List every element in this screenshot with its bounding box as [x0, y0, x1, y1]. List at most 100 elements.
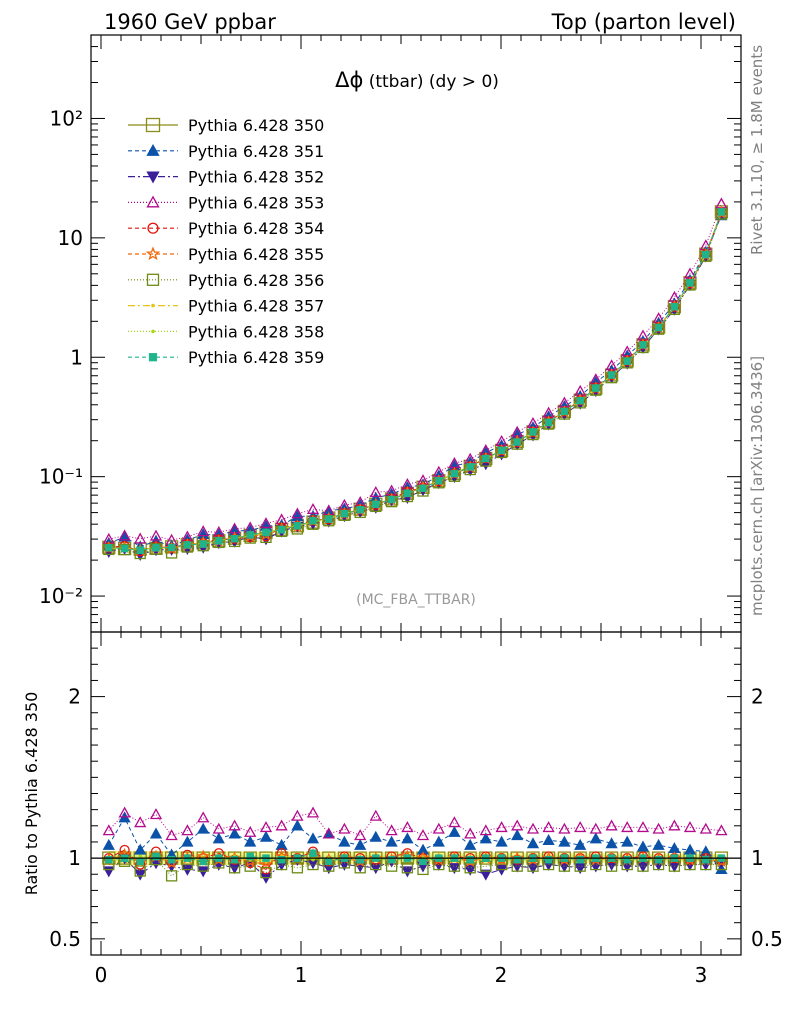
- ratio-series-line: [108, 849, 722, 870]
- ratio-point: [134, 816, 147, 828]
- y-tick-label: 1: [70, 345, 83, 369]
- ratio-point: [199, 857, 207, 866]
- data-point: [197, 525, 210, 537]
- ratio-point: [621, 821, 634, 833]
- ratio-point: [542, 833, 555, 845]
- data-point: [416, 474, 430, 486]
- ratio-point: [118, 806, 131, 818]
- mcplots-label: mcplots.cern.ch [arXiv:1306.3436]: [748, 356, 766, 616]
- ratio-point: [306, 832, 320, 844]
- ratio-point: [589, 832, 602, 844]
- data-point: [387, 495, 396, 504]
- legend-marker: [146, 273, 160, 286]
- legend: Pythia 6.428 350 Pythia 6.428 351 Pythia 6…: [128, 116, 324, 367]
- legend-label: Pythia 6.428 352: [188, 168, 324, 187]
- legend-marker: [151, 329, 155, 334]
- data-point: [450, 469, 459, 478]
- data-point: [277, 525, 286, 534]
- ratio-point: [652, 822, 665, 834]
- ratio-point: [356, 855, 364, 864]
- data-point: [134, 532, 147, 544]
- x-tick-label: 2: [495, 963, 508, 987]
- data-point: [529, 428, 537, 436]
- data-point: [702, 250, 710, 259]
- ratio-point: [385, 835, 398, 847]
- data-point: [560, 407, 569, 416]
- data-point: [576, 396, 584, 405]
- ratio-point: [102, 824, 115, 836]
- ratio-point: [464, 838, 477, 850]
- ratio-point: [526, 863, 540, 875]
- data-point: [199, 540, 207, 548]
- ratio-point: [385, 824, 398, 836]
- ratio-point: [244, 825, 257, 837]
- legend-label: Pythia 6.428 355: [188, 245, 324, 264]
- y-tick-label: 2: [68, 685, 81, 709]
- data-point: [136, 546, 144, 554]
- data-point: [466, 463, 474, 471]
- ratio-point: [105, 855, 113, 864]
- y-tick-label: 10⁻²: [39, 584, 83, 608]
- ratio-point: [134, 869, 147, 881]
- ratio-point: [325, 857, 333, 866]
- ratio-point: [228, 827, 241, 839]
- ratio-series-353: [102, 806, 728, 841]
- legend-marker: [148, 353, 158, 362]
- legend-label: Pythia 6.428 351: [188, 142, 324, 161]
- legend-label: Pythia 6.428 350: [188, 116, 324, 135]
- ratio-point: [511, 829, 524, 841]
- data-point: [215, 537, 223, 545]
- ratio-point: [574, 821, 587, 833]
- ratio-point: [654, 855, 663, 864]
- data-point: [183, 541, 192, 549]
- data-point: [356, 505, 364, 514]
- y-tick-label-right: 2: [751, 685, 764, 709]
- ratio-point: [134, 865, 146, 877]
- ratio-point: [309, 849, 317, 858]
- legend-label: Pythia 6.428 357: [188, 297, 324, 316]
- ratio-point: [138, 854, 142, 859]
- data-point: [306, 502, 320, 514]
- data-point: [325, 515, 333, 523]
- data-point: [623, 357, 631, 366]
- data-point: [259, 517, 273, 529]
- ratio-y-axis-label: Ratio to Pythia 6.428 350: [22, 692, 41, 896]
- data-point: [419, 484, 427, 493]
- ratio-point: [291, 819, 304, 831]
- title-text: (ttbar) (dy > 0): [363, 72, 499, 92]
- legend-marker: [146, 171, 160, 184]
- ratio-point: [542, 821, 555, 833]
- legend-marker: [147, 222, 159, 234]
- legend-marker: [146, 143, 160, 156]
- ratio-point: [683, 843, 697, 855]
- ratio-point: [401, 862, 414, 874]
- data-point: [293, 522, 302, 530]
- ratio-point: [212, 822, 225, 834]
- legend-marker: [146, 195, 160, 208]
- ratio-point: [134, 843, 147, 855]
- y-tick-label: 10: [58, 226, 83, 250]
- ratio-point: [259, 830, 273, 842]
- ratio-point: [464, 864, 477, 876]
- ratio-point: [165, 829, 178, 841]
- data-point: [262, 528, 270, 537]
- y-tick-label: 0.5: [49, 927, 81, 951]
- ratio-point: [636, 840, 650, 852]
- ratio-point: [401, 821, 414, 833]
- ratio-series-line: [108, 852, 722, 862]
- data-point: [152, 544, 160, 552]
- series-line: [108, 213, 722, 556]
- ratio-point: [212, 832, 225, 844]
- ratio-point: [683, 821, 697, 833]
- data-point: [291, 507, 304, 519]
- data-point: [403, 489, 412, 498]
- ratio-point: [181, 824, 194, 836]
- ratio-point: [164, 855, 179, 869]
- data-point: [369, 485, 382, 497]
- ratio-point: [511, 819, 524, 831]
- ratio-point: [149, 827, 163, 839]
- data-point: [120, 544, 129, 553]
- legend-marker: [145, 246, 161, 261]
- data-point: [717, 208, 726, 216]
